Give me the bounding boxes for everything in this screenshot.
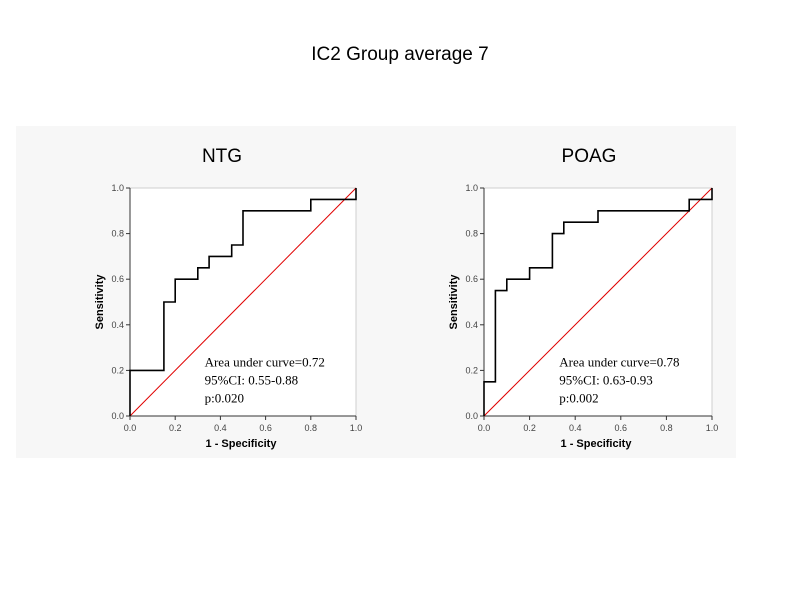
roc-curve: [129, 188, 357, 416]
x-axis-label: 1 - Specificity: [206, 438, 278, 450]
y-tick-label: 0.8: [111, 229, 124, 239]
x-tick-label: 0.6: [259, 423, 272, 433]
reference-diagonal: [129, 187, 357, 417]
y-tick-label: 1.0: [111, 183, 124, 193]
x-tick-label: 0.0: [478, 423, 491, 433]
x-tick-label: 0.8: [660, 423, 673, 433]
y-tick-label: 0.4: [465, 320, 478, 330]
y-axis-label: Sensitivity: [94, 274, 106, 330]
roc-curve: [483, 188, 713, 416]
chart-title: NTG: [202, 146, 242, 167]
chart-title: POAG: [562, 146, 617, 167]
x-tick-label: 0.4: [569, 423, 582, 433]
y-tick-label: 0.4: [111, 320, 124, 330]
x-tick-label: 0.4: [214, 423, 227, 433]
reference-diagonal: [483, 187, 713, 417]
y-tick-label: 0.0: [111, 411, 124, 421]
x-tick-label: 0.0: [124, 423, 137, 433]
y-tick-label: 0.6: [111, 274, 124, 284]
annotation-line: p:0.002: [559, 390, 598, 405]
x-tick-label: 0.2: [169, 423, 182, 433]
y-tick-label: 0.2: [111, 365, 124, 375]
annotation-line: 95%CI: 0.55-0.88: [205, 372, 299, 387]
x-tick-label: 0.8: [305, 423, 318, 433]
annotation-line: 95%CI: 0.63-0.93: [559, 372, 653, 387]
page-title: IC2 Group average 7: [311, 44, 489, 65]
x-tick-label: 1.0: [350, 423, 363, 433]
y-axis-label: Sensitivity: [448, 274, 460, 330]
y-tick-label: 0.6: [465, 274, 478, 284]
y-tick-label: 0.2: [465, 365, 478, 375]
annotation-line: Area under curve=0.78: [559, 354, 679, 369]
y-tick-label: 1.0: [465, 183, 478, 193]
x-tick-label: 0.2: [523, 423, 536, 433]
y-tick-label: 0.0: [465, 411, 478, 421]
annotation-line: Area under curve=0.72: [205, 354, 325, 369]
y-tick-label: 0.8: [465, 229, 478, 239]
x-axis-label: 1 - Specificity: [561, 438, 633, 450]
annotation-line: p:0.020: [205, 390, 244, 405]
x-tick-label: 0.6: [615, 423, 628, 433]
x-tick-label: 1.0: [706, 423, 719, 433]
